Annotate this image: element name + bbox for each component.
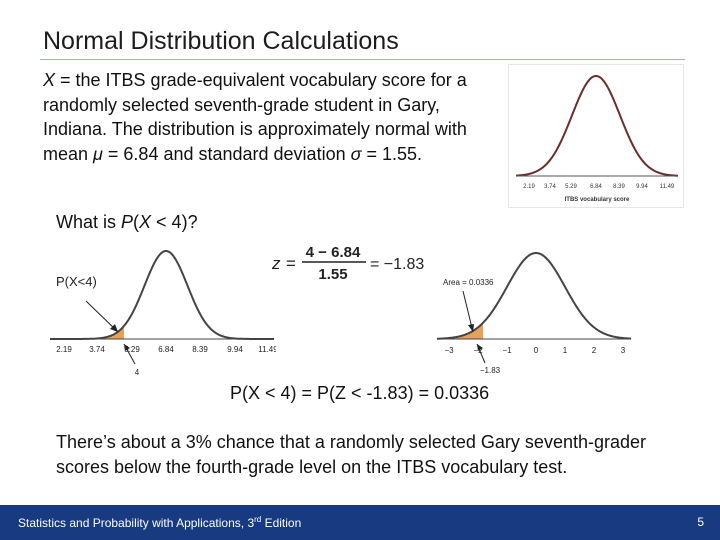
axis-label: ITBS vocabulary score xyxy=(565,197,630,203)
area-label: Area = 0.0336 xyxy=(443,278,494,287)
conclusion-text: There’s about a 3% chance that a randoml… xyxy=(56,432,647,477)
tick-label: 11.49 xyxy=(258,345,276,354)
area-arrowhead xyxy=(468,324,474,332)
title-divider xyxy=(40,59,685,60)
footer-bar xyxy=(0,505,720,540)
intro-text-2: = 6.84 and standard deviation xyxy=(102,143,351,164)
tick-labels: 2.19 3.74 5.29 6.84 8.39 9.94 11.49 xyxy=(56,345,276,354)
shaded-area xyxy=(437,322,483,339)
intro-text-1: = the ITBS grade-equivalent vocabulary s… xyxy=(43,70,467,164)
top-normal-curve-figure: 2.19 3.74 5.29 6.84 8.39 9.94 11.49 ITBS vocab… xyxy=(508,64,684,208)
tick-label: 6.84 xyxy=(590,184,602,190)
z-result: = −1.83 xyxy=(370,256,424,273)
question-text: What is P(X < 4)? xyxy=(56,212,198,232)
tick-label: −3 xyxy=(444,346,454,355)
value-label: 4 xyxy=(135,368,140,377)
tick-label: −1 xyxy=(502,346,512,355)
numerator: 4 − 6.84 xyxy=(306,244,361,261)
variable-x: X xyxy=(43,70,56,90)
tick-label: 1 xyxy=(563,346,568,355)
tick-label: 2 xyxy=(592,346,597,355)
page-number: 5 xyxy=(697,515,704,529)
tick-label: 6.84 xyxy=(158,345,174,354)
footer-citation: Statistics and Probability with Applicat… xyxy=(18,515,302,530)
mu-symbol: μ xyxy=(93,143,103,164)
tick-label: 9.94 xyxy=(636,184,648,190)
shaded-area xyxy=(50,325,124,339)
tick-label: 3.74 xyxy=(544,184,556,190)
equals-sign: = xyxy=(286,254,296,273)
tick-label: 8.39 xyxy=(613,184,625,190)
z-value-label: −1.83 xyxy=(480,366,501,375)
value-arrowhead xyxy=(124,344,130,351)
slide-title: Normal Distribution Calculations xyxy=(43,27,399,55)
label-arrowhead xyxy=(110,324,118,332)
z-score-formula: z = 4 − 6.84 1.55 = −1.83 xyxy=(268,238,440,286)
tick-label: 2.19 xyxy=(56,345,72,354)
intro-paragraph: X = the ITBS grade-equivalent vocabulary… xyxy=(43,68,493,166)
denominator: 1.55 xyxy=(318,266,347,283)
result-equation: P(X < 4) = P(Z < -1.83) = 0.0336 xyxy=(230,383,490,403)
tick-labels: 2.19 3.74 5.29 6.84 8.39 9.94 11.49 xyxy=(523,184,675,190)
tick-label: 0 xyxy=(534,346,539,355)
tick-label: 2.19 xyxy=(523,184,535,190)
tick-label: 11.49 xyxy=(660,184,675,190)
tick-label: 5.29 xyxy=(565,184,577,190)
sigma-symbol: σ xyxy=(350,143,362,164)
z-arrowhead xyxy=(477,344,483,351)
tick-label: 9.94 xyxy=(227,345,243,354)
probability-label: P(X<4) xyxy=(56,274,97,289)
normal-curve xyxy=(516,75,678,177)
intro-text-3: = 1.55. xyxy=(361,143,423,164)
tick-label: 5.29 xyxy=(124,345,140,354)
tick-label: 3 xyxy=(621,346,626,355)
z-symbol: z xyxy=(271,254,281,273)
tick-label: 3.74 xyxy=(89,345,105,354)
left-normal-curve-figure: 2.19 3.74 5.29 6.84 8.39 9.94 11.49 P(X<4) 4 xyxy=(46,236,276,381)
normal-curve xyxy=(50,250,274,340)
normal-curve xyxy=(437,252,631,340)
tick-label: 8.39 xyxy=(192,345,208,354)
